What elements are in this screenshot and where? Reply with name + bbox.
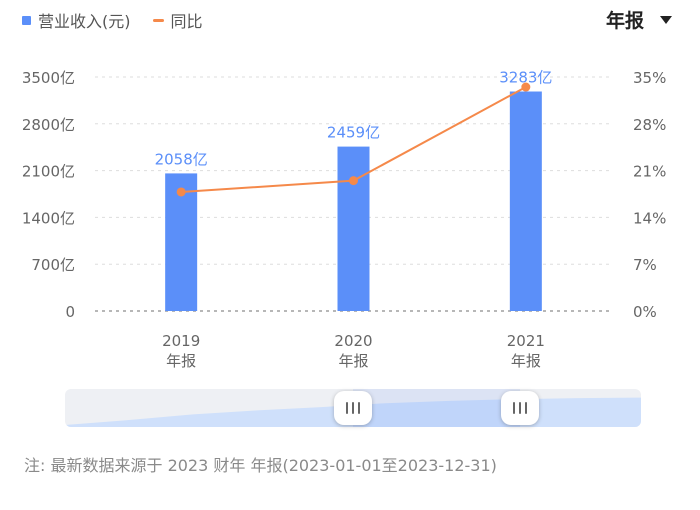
y-left-tick-label: 700亿 xyxy=(31,256,75,274)
bar-data-label: 2459亿 xyxy=(327,124,380,142)
bar-data-label: 3283亿 xyxy=(499,69,552,87)
y-right-tick-label: 0% xyxy=(633,303,657,321)
period-selector[interactable]: 年报 xyxy=(606,6,672,33)
line-point xyxy=(521,82,531,92)
grip-icon xyxy=(358,402,360,414)
range-slider-handle-start[interactable] xyxy=(334,391,372,425)
bar xyxy=(509,91,542,312)
x-tick-label: 2020 xyxy=(334,332,372,350)
x-tick-label: 2021 xyxy=(507,332,545,350)
y-right-tick-label: 7% xyxy=(633,256,657,274)
grip-icon xyxy=(525,402,528,414)
x-tick-label: 年报 xyxy=(338,352,368,370)
bar xyxy=(337,146,370,311)
revenue-chart: 0 700亿 1400亿 2100亿 2800亿 3500亿 0% 7% 14% 21% 28% 35… xyxy=(22,69,667,370)
legend-item-revenue[interactable]: 营业收入(元) xyxy=(22,8,131,32)
bar-data-label: 2058亿 xyxy=(155,150,208,168)
overview-selection xyxy=(353,389,521,427)
line-point xyxy=(349,176,358,186)
legend-item-yoy[interactable]: 同比 xyxy=(152,8,203,32)
period-selector-label: 年报 xyxy=(605,10,644,32)
legend-swatch-line xyxy=(152,18,164,22)
legend-label-yoy: 同比 xyxy=(170,12,203,31)
y-right-tick-label: 28% xyxy=(633,116,666,134)
range-slider-handle-end[interactable] xyxy=(501,391,540,425)
line-point xyxy=(176,187,186,197)
y-right-tick-label: 14% xyxy=(633,209,666,227)
y-right-tick-label: 35% xyxy=(633,69,666,87)
legend-label-revenue: 营业收入(元) xyxy=(38,12,131,31)
x-tick-label: 年报 xyxy=(511,352,541,370)
data-source-note: 注: 最新数据来源于 2023 财年 年报(2023-01-01至2023-12… xyxy=(24,456,497,475)
y-left-tick-label: 0 xyxy=(65,303,75,321)
y-left-tick-label: 3500亿 xyxy=(22,69,75,87)
grip-icon xyxy=(519,402,522,414)
x-tick-label: 2019 xyxy=(162,332,200,350)
legend-swatch-bar xyxy=(22,15,31,25)
legend: 营业收入(元) 同比 xyxy=(22,8,203,32)
grip-icon xyxy=(352,402,354,414)
x-tick-label: 年报 xyxy=(166,352,196,370)
y-left-tick-label: 2100亿 xyxy=(22,163,75,181)
y-left-tick-label: 2800亿 xyxy=(22,116,75,134)
y-right-tick-label: 21% xyxy=(633,163,666,181)
grip-icon xyxy=(513,402,516,414)
grip-icon xyxy=(346,402,348,414)
caret-down-icon xyxy=(660,15,672,24)
y-left-tick-label: 1400亿 xyxy=(22,209,75,227)
